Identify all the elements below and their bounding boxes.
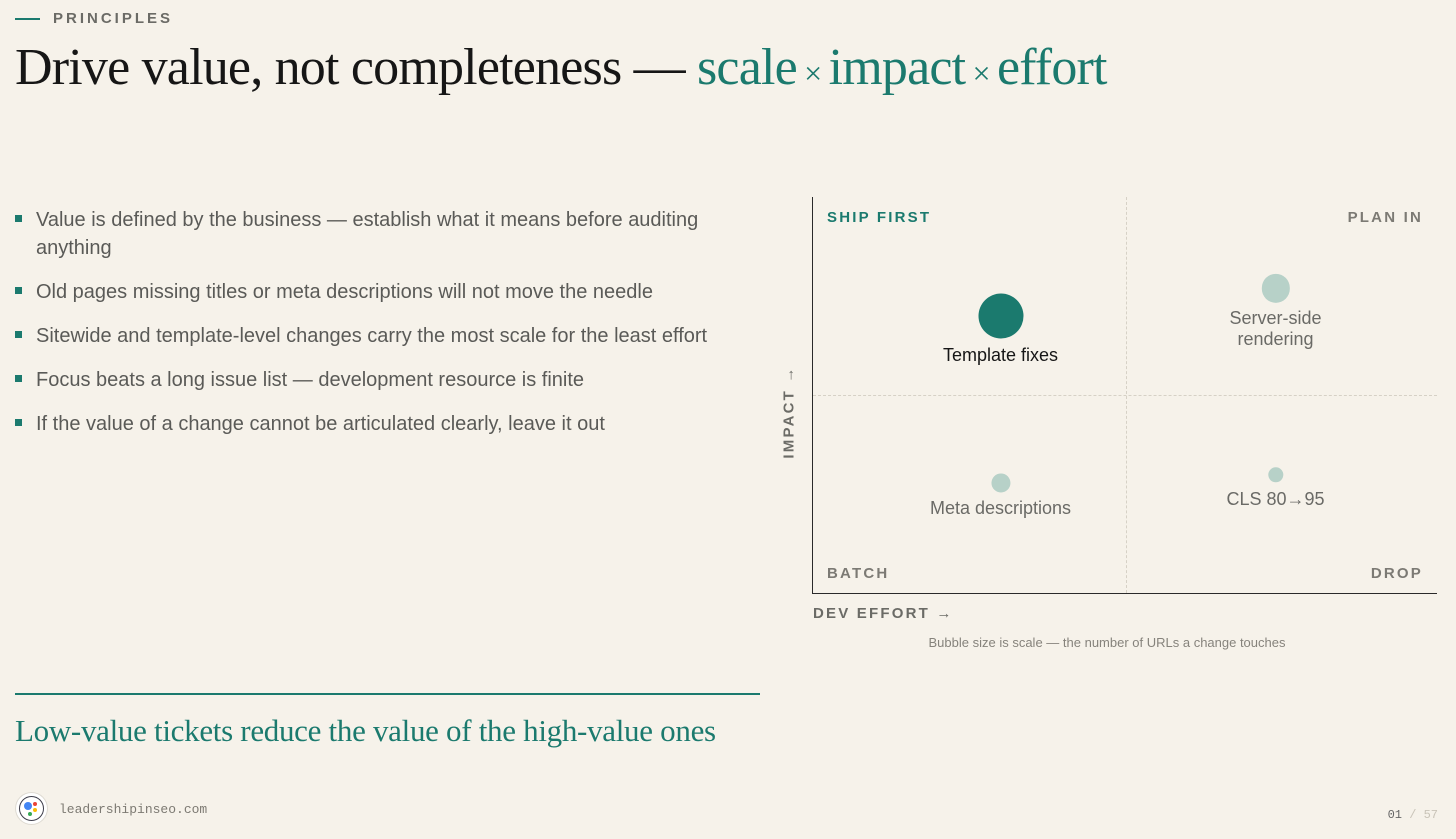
principle-item: Sitewide and template-level changes carr… [15,322,715,350]
x-axis-label: DEV EFFORT → [813,605,954,622]
y-axis-label: IMPACT → [780,365,798,459]
quadrant-plan-in: PLAN IN [1347,209,1423,226]
bubble-label-meta-descriptions: Meta descriptions [929,498,1072,519]
principles-list: Value is defined by the business — estab… [15,206,715,454]
chart-caption: Bubble size is scale — the number of URL… [928,635,1286,650]
bullet-marker [15,215,22,222]
bubble-label-server-side-rendering: Server-side rendering [1229,308,1322,350]
principle-text: Focus beats a long issue list — developm… [36,369,585,391]
bullet-marker [15,331,22,338]
brand-logo-icon [16,793,47,824]
title-effort: effort [996,39,1108,96]
principle-text: Old pages missing titles or meta descrip… [36,281,653,303]
bubble-template-fixes [978,293,1023,339]
tagline-rule [15,693,760,695]
kicker-rule [15,17,40,20]
title-scale: scale [697,39,798,96]
bullet-marker [15,419,22,426]
principle-text: Sitewide and template-level changes carr… [36,325,708,347]
quadrant-ship-first: SHIP FIRST [827,209,932,226]
title-lead: Drive value, not completeness — [15,39,697,96]
principle-item: Focus beats a long issue list — developm… [15,366,715,394]
bullet-marker [15,287,22,294]
footer-site: leadershipinseo.com [59,802,208,817]
bubble-cls-80-95 [1267,467,1284,483]
page-number: 01 / 57 [1388,808,1438,822]
bubble-meta-descriptions [990,473,1011,493]
priority-matrix: SHIP FIRST PLAN IN BATCH DROP Template f… [812,197,1437,594]
page-separator: / [1409,808,1417,822]
principle-item: If the value of a change cannot be artic… [15,410,715,438]
page-total: 57 [1423,808,1438,822]
kicker-text: PRINCIPLES [53,10,174,27]
bubble-label-cls-80-95: CLS 80→95 [1226,488,1325,509]
horizontal-divider [813,395,1437,396]
bullet-marker [15,375,22,382]
principle-item: Value is defined by the business — estab… [15,206,715,262]
page-title: Drive value, not completeness — scale × … [15,38,1108,97]
bubble-server-side-rendering [1261,274,1290,303]
principle-item: Old pages missing titles or meta descrip… [15,278,715,306]
title-impact: impact [828,39,967,96]
title-times-2: × [965,55,997,91]
quadrant-drop: DROP [1370,565,1423,582]
principle-text: If the value of a change cannot be artic… [36,413,605,435]
title-times-1: × [796,55,829,91]
tagline: Low-value tickets reduce the value of th… [15,713,716,748]
page-current: 01 [1387,808,1402,822]
bubble-label-template-fixes: Template fixes [942,344,1059,365]
principle-text: Value is defined by the business — estab… [36,209,699,259]
section-kicker: PRINCIPLES [15,10,173,27]
quadrant-batch: BATCH [827,565,890,582]
